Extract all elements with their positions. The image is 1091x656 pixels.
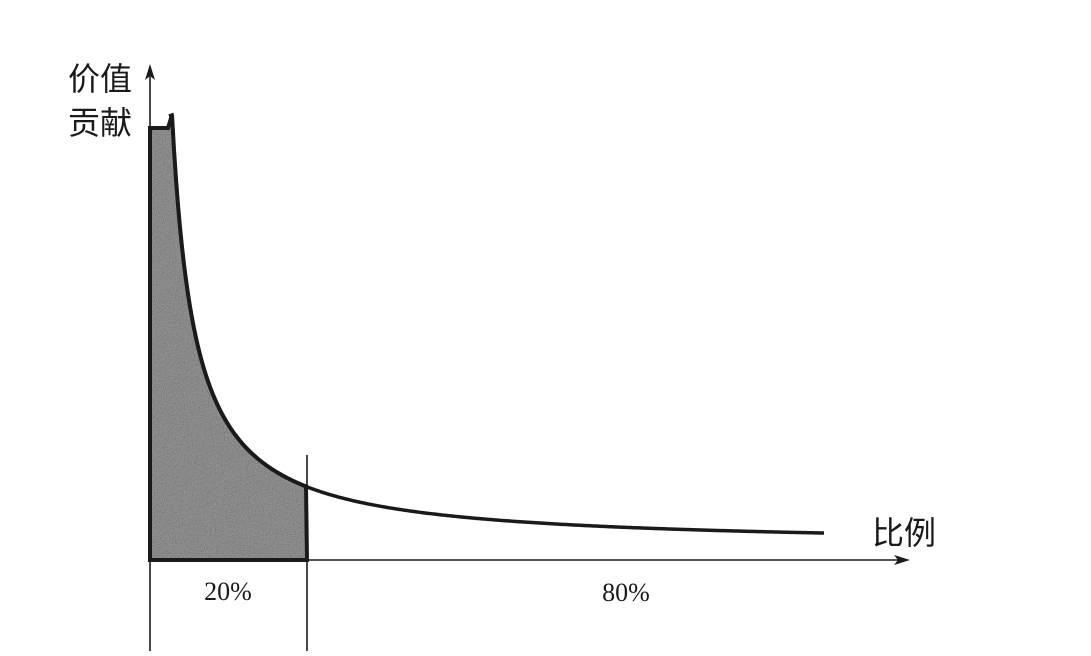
x-axis-arrow-icon	[894, 555, 910, 565]
y-axis-label-line1: 价值	[68, 60, 132, 98]
y-axis	[145, 64, 155, 651]
y-axis-label-line2: 贡献	[68, 104, 132, 142]
x-axis	[150, 555, 910, 565]
pareto-curve	[168, 112, 825, 535]
x-axis-label: 比例	[872, 514, 936, 552]
y-axis-arrow-icon	[145, 64, 155, 80]
segment-label-80: 80%	[602, 578, 650, 607]
segment-label-20: 20%	[204, 577, 252, 606]
